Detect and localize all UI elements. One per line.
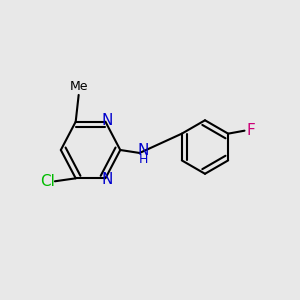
Text: N: N: [138, 142, 149, 158]
Text: Cl: Cl: [40, 174, 55, 189]
Text: H: H: [139, 153, 148, 166]
Text: N: N: [101, 113, 112, 128]
Text: Me: Me: [69, 80, 88, 92]
Text: F: F: [246, 123, 255, 138]
Text: N: N: [101, 172, 112, 187]
